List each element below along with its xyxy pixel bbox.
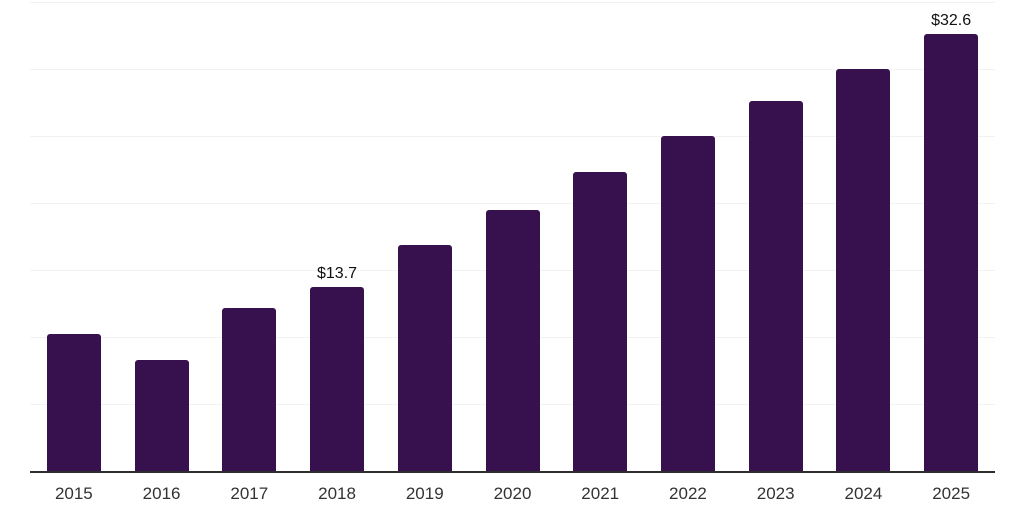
x-tick-label-2023: 2023: [756, 484, 795, 503]
bar-2018: [310, 287, 364, 471]
x-tick-label-2016: 2016: [142, 484, 181, 503]
gridline-25: [30, 136, 995, 137]
bar-2021: [573, 172, 627, 471]
gridline-20: [30, 203, 995, 204]
bar-2017: [222, 308, 276, 471]
x-tick-label-2018: 2018: [318, 484, 356, 503]
x-tick-label-2019: 2019: [405, 484, 444, 503]
x-axis-line: [30, 471, 995, 473]
bar-2020: [486, 210, 540, 471]
bar-2025: [924, 34, 978, 471]
value-label-2018: $13.7: [317, 265, 358, 282]
value-label-2025: $32.6: [931, 12, 972, 29]
x-tick-label-2025: 2025: [932, 484, 971, 503]
x-tick-label-2017: 2017: [230, 484, 269, 503]
x-tick-label-2022: 2022: [669, 484, 707, 503]
bar-2015: [47, 334, 101, 471]
x-tick-label-2021: 2021: [581, 484, 620, 503]
x-tick-label-2020: 2020: [493, 484, 532, 503]
x-tick-label-2015: 2015: [54, 484, 93, 503]
bar-2023: [749, 101, 803, 471]
x-tick-label-2024: 2024: [844, 484, 883, 503]
gridline-35: [30, 2, 995, 3]
bar-2022: [661, 136, 715, 471]
bar-2016: [135, 360, 189, 471]
bar-2019: [398, 245, 452, 471]
gridline-30: [30, 69, 995, 70]
bar-2024: [836, 69, 890, 471]
